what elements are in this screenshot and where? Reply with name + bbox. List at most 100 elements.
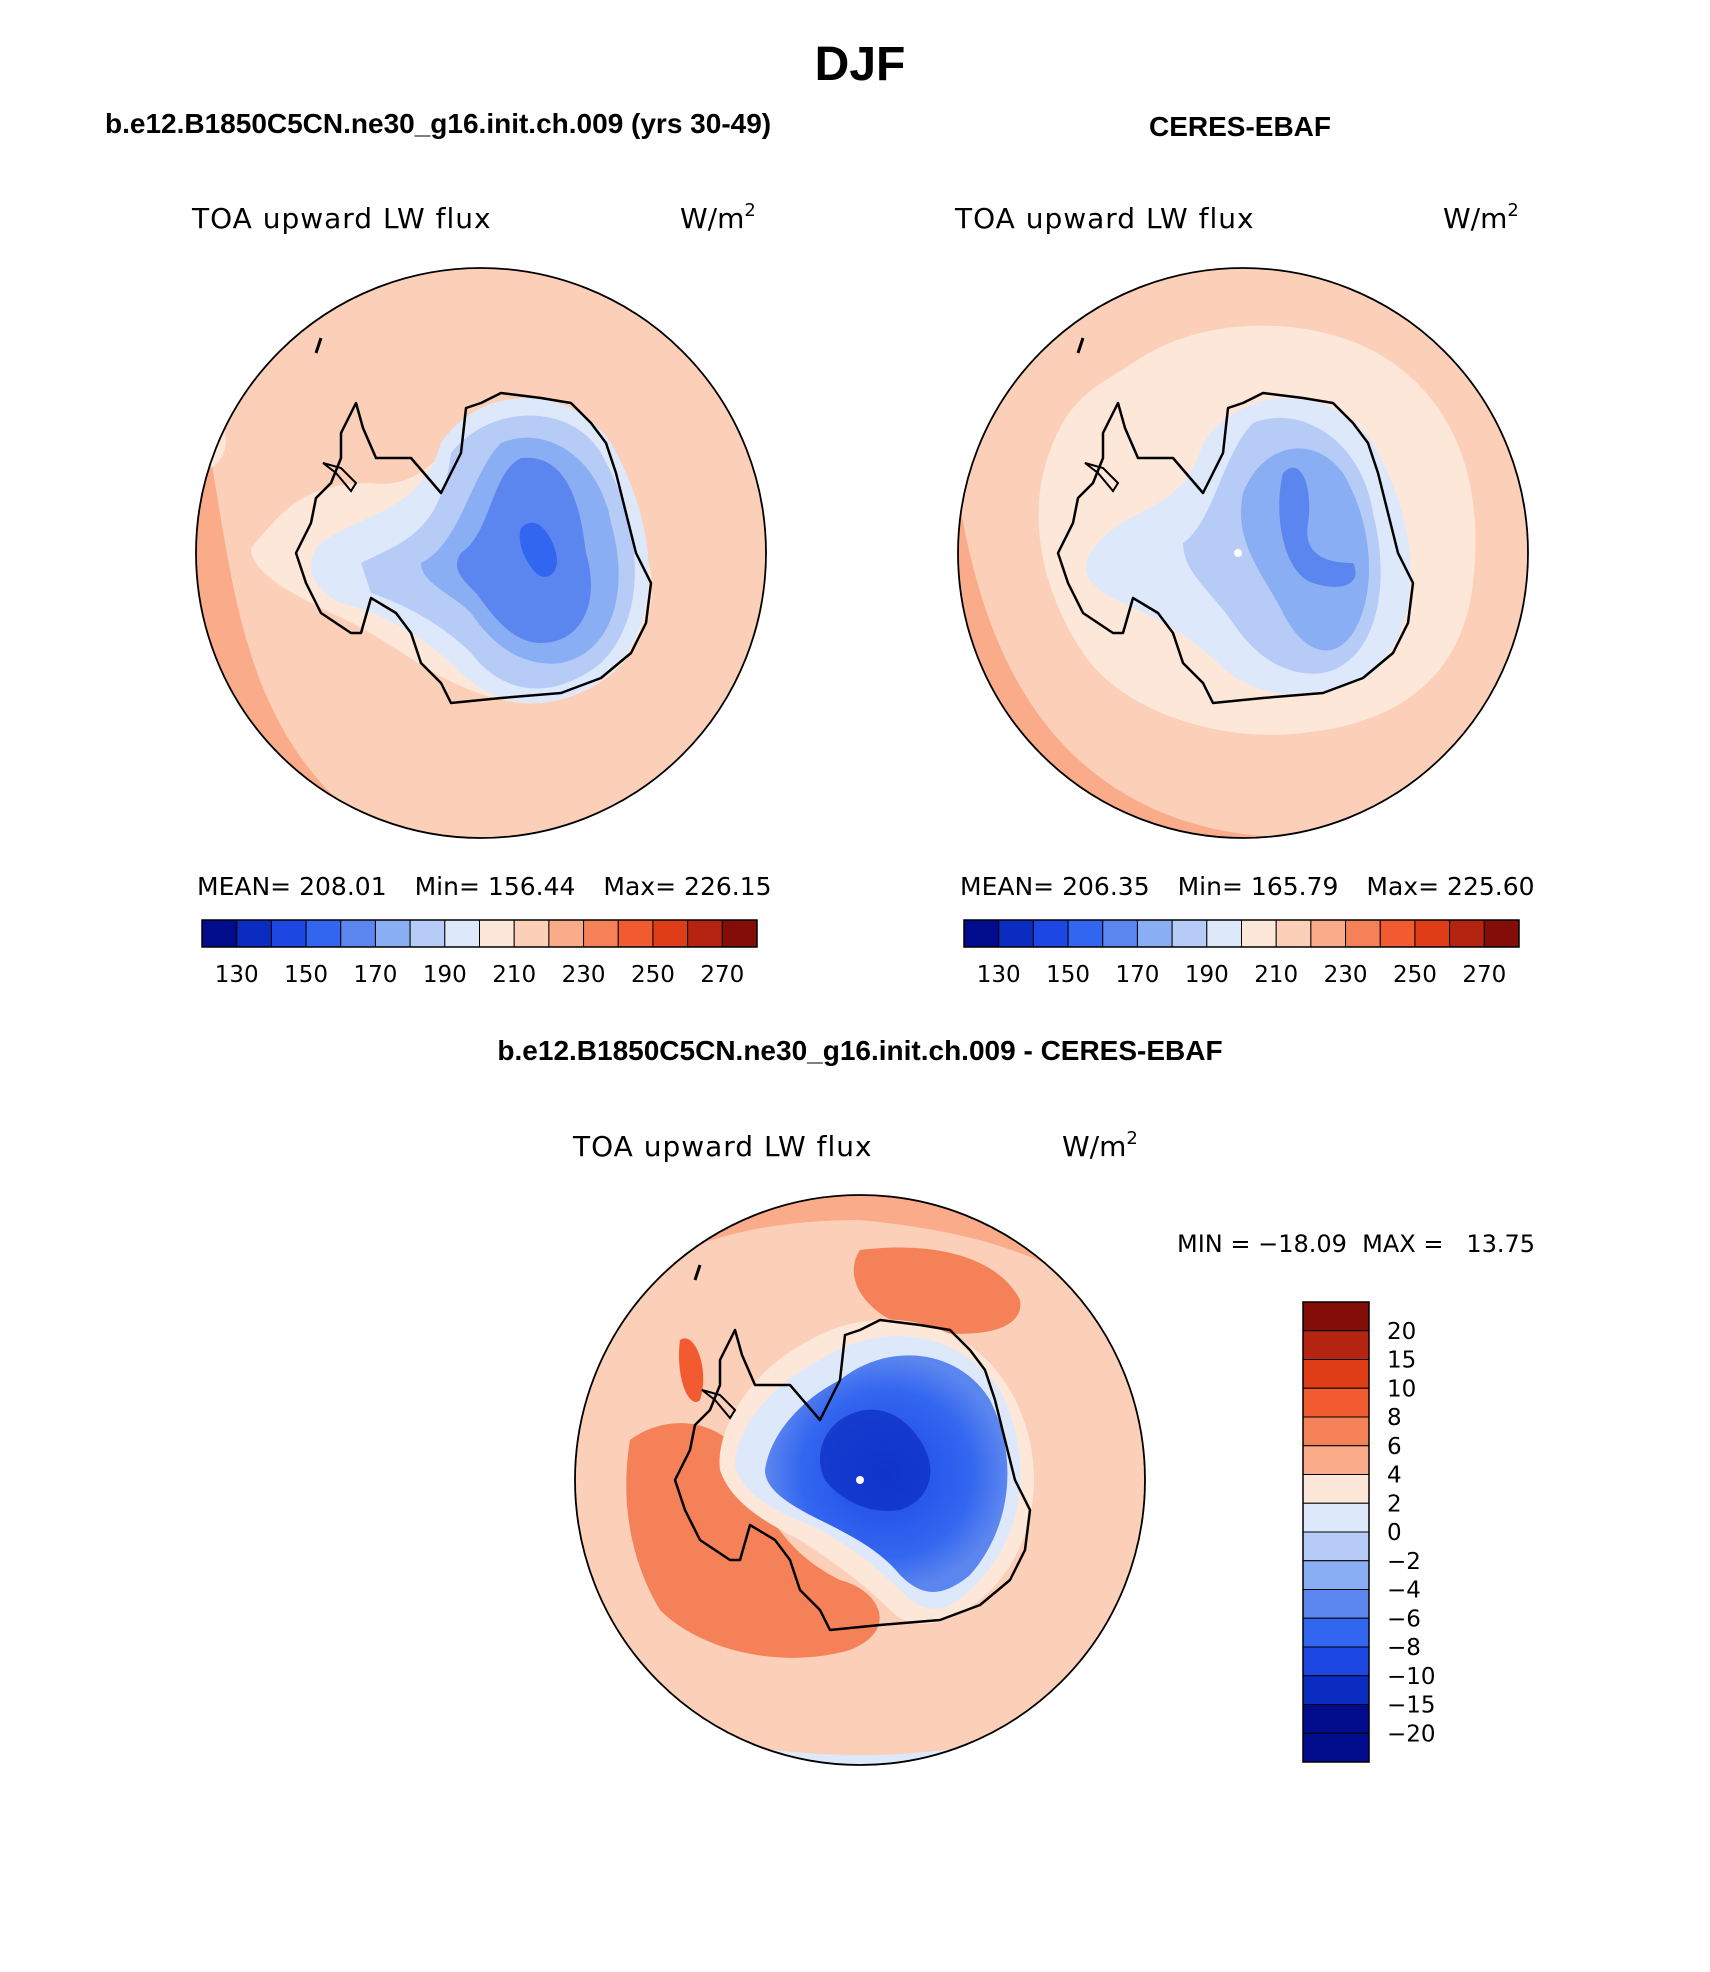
diff-colorbar-tick-label: −8 (1387, 1635, 1421, 1661)
obs-colorbar-swatch (1379, 919, 1416, 948)
diff-colorbar-swatch (1302, 1589, 1370, 1619)
diff-colorbar-tick-label: 2 (1387, 1491, 1402, 1517)
obs-map (957, 267, 1529, 839)
obs-colorbar-tick-label: 150 (1046, 962, 1090, 988)
diff-colorbar-tick-label: 10 (1387, 1376, 1416, 1402)
obs-colorbar-tick-label: 230 (1324, 962, 1368, 988)
model-colorbar-swatch (687, 919, 723, 948)
season-title: DJF (815, 38, 906, 91)
model-colorbar-swatch (513, 919, 550, 948)
model-colorbar-tick-label: 170 (353, 962, 397, 988)
diff-colorbar-swatch (1302, 1359, 1370, 1389)
diff-colorbar-swatch (1302, 1531, 1370, 1562)
diff-colorbar-swatch (1302, 1474, 1370, 1504)
model-colorbar-swatch (236, 919, 272, 948)
obs-colorbar-tick-label: 130 (977, 962, 1021, 988)
diff-colorbar-swatch (1302, 1330, 1370, 1360)
model-panel: TOA upward LW flux W/m2 MEAN= 208.01 (191, 200, 772, 988)
diff-units-label: W/m2 (1062, 1128, 1138, 1163)
model-colorbar-swatch (201, 919, 238, 948)
model-map (195, 267, 767, 839)
obs-colorbar-swatch (1310, 919, 1347, 948)
model-colorbar-swatch (583, 919, 619, 948)
diff-variable-label: TOA upward LW flux (572, 1130, 873, 1163)
model-variable-label: TOA upward LW flux (191, 202, 492, 235)
diff-colorbar-swatch (1302, 1704, 1370, 1734)
model-stats: MEAN= 208.01 Min= 156.44 Max= 226.15 (197, 872, 772, 901)
obs-colorbar-swatch (963, 919, 1000, 948)
obs-colorbar-swatch (1136, 919, 1173, 948)
diff-colorbar-swatch (1302, 1301, 1370, 1332)
diff-colorbar-swatch (1302, 1646, 1370, 1677)
model-colorbar-swatch (374, 919, 411, 948)
diff-colorbar-swatch (1302, 1732, 1370, 1763)
model-colorbar-swatch (617, 919, 654, 948)
obs-colorbar-swatch (1449, 919, 1485, 948)
model-colorbar-swatch (652, 919, 689, 948)
model-colorbar-tick-label: 190 (423, 962, 467, 988)
diff-colorbar-tick-label: −6 (1387, 1606, 1421, 1632)
obs-colorbar-swatch (998, 919, 1034, 948)
diff-colorbar-tick-label: 8 (1387, 1405, 1402, 1431)
obs-variable-label: TOA upward LW flux (954, 202, 1255, 235)
model-colorbar-tick-label: 210 (492, 962, 536, 988)
obs-colorbar-swatch (1206, 919, 1242, 948)
diff-colorbar-tick-label: 4 (1387, 1463, 1402, 1489)
diff-colorbar-tick-label: 0 (1387, 1520, 1402, 1546)
obs-colorbar-swatch (1171, 919, 1208, 948)
obs-colorbar-tick-label: 190 (1185, 962, 1229, 988)
obs-colorbar-swatch (1067, 919, 1104, 948)
obs-colorbar-swatch (1102, 919, 1138, 948)
model-caption: b.e12.B1850C5CN.ne30_g16.init.ch.009 (yr… (105, 108, 771, 139)
obs-panel: TOA upward LW flux W/m2 MEAN= 206.35 Min= 1… (954, 200, 1535, 988)
model-colorbar-tick-label: 250 (631, 962, 675, 988)
obs-colorbar-tick-label: 270 (1462, 962, 1506, 988)
model-colorbar-tick-label: 270 (700, 962, 744, 988)
obs-colorbar-swatch (1275, 919, 1312, 948)
model-colorbar-swatch (305, 919, 342, 948)
diff-colorbar-swatch (1302, 1560, 1370, 1590)
diff-colorbar-tick-label: 15 (1387, 1348, 1416, 1374)
diff-colorbar-tick-label: −4 (1387, 1578, 1421, 1604)
model-colorbar-swatch (340, 919, 376, 948)
model-colorbar-tick-label: 230 (562, 962, 606, 988)
model-colorbar-tick-label: 130 (215, 962, 259, 988)
obs-colorbar-swatch (1032, 919, 1069, 948)
obs-colorbar-swatch (1241, 919, 1277, 948)
diff-colorbar-swatch (1302, 1445, 1370, 1475)
model-colorbar-swatch (444, 919, 480, 948)
model-colorbar-swatch (548, 919, 585, 948)
diff-colorbar-frame (1302, 1301, 1370, 1763)
obs-stats: MEAN= 206.35 Min= 165.79 Max= 225.60 (960, 872, 1535, 901)
obs-colorbar-swatch (1414, 919, 1451, 948)
diff-colorbar-swatch (1302, 1617, 1370, 1648)
obs-units-label: W/m2 (1443, 200, 1519, 235)
diff-colorbar-tick-label: −10 (1387, 1664, 1436, 1690)
diff-colorbar-swatch (1302, 1416, 1370, 1447)
model-colorbar-swatch (409, 919, 446, 948)
diff-caption: b.e12.B1850C5CN.ne30_g16.init.ch.009 - C… (497, 1035, 1222, 1066)
diff-colorbar-tick-label: 20 (1387, 1319, 1416, 1345)
diff-panel: TOA upward LW flux W/m2 MIN = −18.09 MAX… (572, 1128, 1535, 1766)
obs-caption: CERES-EBAF (1149, 111, 1331, 142)
model-colorbar-tick-label: 150 (284, 962, 328, 988)
diff-colorbar-tick-label: 6 (1387, 1434, 1402, 1460)
diff-map (574, 1194, 1146, 1766)
obs-colorbar-swatch (1345, 919, 1381, 948)
obs-colorbar-tick-label: 170 (1115, 962, 1159, 988)
model-colorbar: 130 150 170 190 210 230 250 270 (201, 919, 758, 988)
diff-colorbar-swatch (1302, 1387, 1370, 1418)
model-colorbar-swatch (270, 919, 307, 948)
model-colorbar-frame (201, 919, 758, 948)
diff-colorbar-swatch (1302, 1502, 1370, 1533)
model-colorbar-swatch (721, 919, 758, 948)
diff-colorbar-tick-label: −20 (1387, 1721, 1436, 1747)
model-colorbar-swatch (479, 919, 515, 948)
diff-colorbar-swatch (1302, 1675, 1370, 1705)
obs-colorbar-tick-label: 210 (1254, 962, 1298, 988)
diff-colorbar-tick-label: −2 (1387, 1549, 1421, 1575)
obs-colorbar: 130 150 170 190 210 230 250 270 (963, 919, 1520, 988)
model-units-label: W/m2 (680, 200, 756, 235)
